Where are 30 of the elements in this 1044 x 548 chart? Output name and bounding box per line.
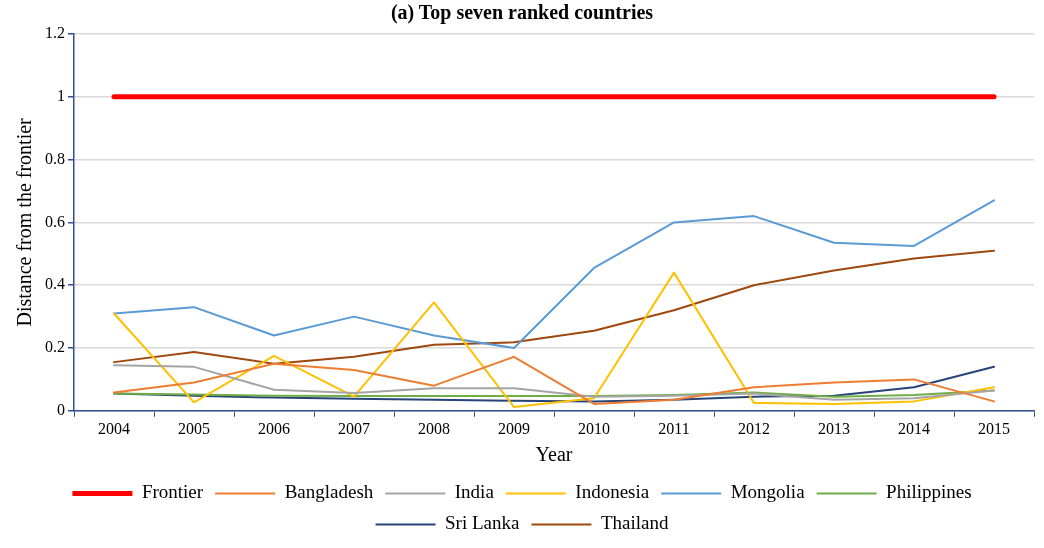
legend-label: Frontier: [141, 481, 204, 503]
y-tick-label: 1.2: [45, 24, 65, 42]
x-tick-label: 2010: [578, 419, 610, 437]
y-tick-label: 1: [57, 87, 65, 104]
legend-label: Thailand: [600, 512, 669, 534]
y-tick-label: 0.2: [45, 338, 65, 356]
x-tick-label: 2008: [418, 419, 450, 437]
x-tick-label: 2004: [98, 419, 130, 437]
legend-label: Mongolia: [730, 481, 806, 503]
legend-label: Bangladesh: [284, 481, 374, 503]
x-tick-label: 2015: [978, 419, 1010, 437]
x-tick-label: 2005: [178, 419, 210, 437]
y-tick-label: 0.4: [45, 275, 65, 293]
legend-label: Philippines: [886, 481, 972, 503]
legend-label: India: [454, 481, 495, 503]
y-tick-label: 0: [57, 401, 65, 418]
x-tick-label: 2014: [898, 419, 930, 437]
x-tick-label: 2012: [738, 419, 770, 437]
x-tick-label: 2006: [258, 419, 290, 437]
legend-label: Indonesia: [575, 481, 650, 503]
x-tick-label: 2013: [818, 419, 850, 437]
x-tick-label: 2007: [338, 419, 370, 437]
x-axis-title: Year: [535, 443, 573, 466]
y-tick-label: 0.6: [45, 212, 65, 230]
y-axis-title: Distance from the frontier: [13, 117, 36, 327]
chart-title: (a) Top seven ranked countries: [390, 1, 654, 25]
y-tick-label: 0.8: [45, 149, 65, 167]
legend-label: Sri Lanka: [445, 512, 520, 534]
x-tick-label: 2009: [498, 419, 530, 437]
x-tick-label: 2011: [658, 419, 690, 437]
